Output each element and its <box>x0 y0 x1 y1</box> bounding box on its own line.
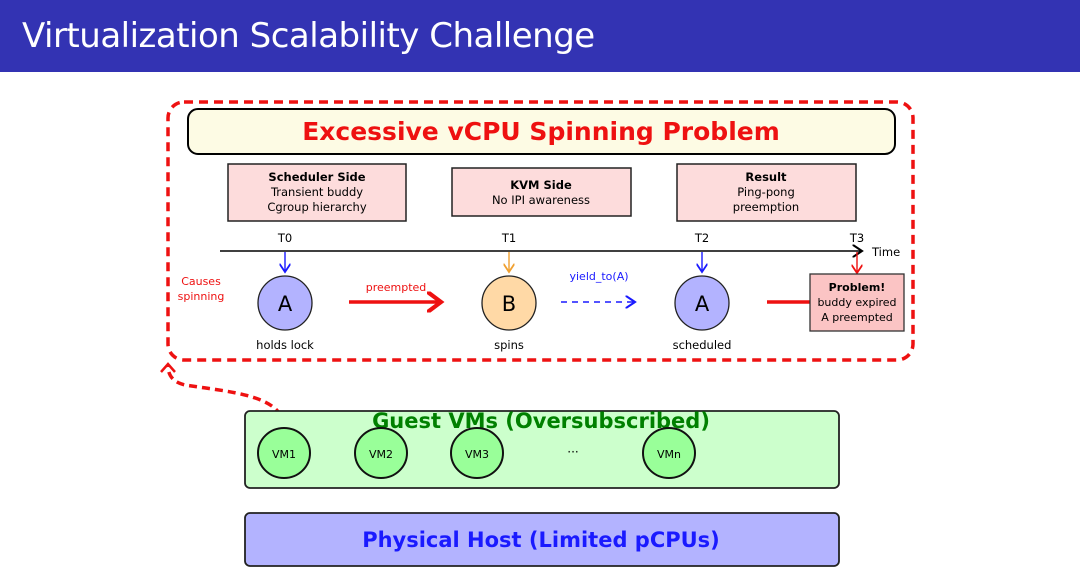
svg-text:Scheduler Side: Scheduler Side <box>268 170 365 184</box>
vm-node: VM2 <box>354 427 408 479</box>
info-box-scheduler: Scheduler Side Transient buddy Cgroup hi… <box>227 163 407 222</box>
svg-text:VM2: VM2 <box>369 448 393 461</box>
svg-text:A: A <box>695 292 710 316</box>
svg-text:buddy expired: buddy expired <box>817 296 896 309</box>
node-a-scheduled: A scheduled <box>673 275 732 352</box>
info-box-kvm: KVM Side No IPI awareness <box>451 167 632 217</box>
svg-text:KVM Side: KVM Side <box>510 178 572 192</box>
node-b-spins: B spins <box>481 275 537 352</box>
svg-text:spins: spins <box>494 338 524 352</box>
svg-text:B: B <box>502 292 516 316</box>
svg-text:Result: Result <box>745 170 787 184</box>
yield-label: yield_to(A) <box>569 270 628 283</box>
problem-result-box: Problem! buddy expired A preempted <box>809 273 905 332</box>
preempted-label: preempted <box>366 281 427 294</box>
svg-text:Cgroup hierarchy: Cgroup hierarchy <box>267 200 367 214</box>
tick-t0: T0 <box>277 231 292 245</box>
svg-text:Problem!: Problem! <box>829 281 886 294</box>
tick-t3: T3 <box>849 231 864 245</box>
problem-title: Excessive vCPU Spinning Problem <box>302 117 780 146</box>
problem-title-box <box>187 108 896 155</box>
svg-text:A: A <box>278 292 293 316</box>
svg-text:preemption: preemption <box>733 200 799 214</box>
svg-text:VMn: VMn <box>657 448 681 461</box>
side-note-line2: spinning <box>178 290 225 303</box>
svg-text:VM1: VM1 <box>272 448 296 461</box>
guest-vms-title: Guest VMs (Oversubscribed) <box>372 409 710 433</box>
vm-node: VM3 <box>450 427 504 479</box>
tick-t1: T1 <box>501 231 516 245</box>
svg-text:Ping-pong: Ping-pong <box>737 185 795 199</box>
vm-node: VM1 <box>257 427 311 479</box>
info-box-result: Result Ping-pong preemption <box>676 163 857 222</box>
slide-title: Virtualization Scalability Challenge <box>22 16 595 56</box>
physical-host-title: Physical Host (Limited pCPUs) <box>362 528 720 552</box>
arrowhead-icon <box>160 362 176 373</box>
vm1-to-problem-arrow <box>166 365 286 429</box>
svg-text:holds lock: holds lock <box>256 338 314 352</box>
timeline-label: Time <box>871 245 900 259</box>
slide-header: Virtualization Scalability Challenge <box>0 0 1080 72</box>
tick-t2: T2 <box>694 231 709 245</box>
svg-text:VM3: VM3 <box>465 448 489 461</box>
physical-host-box <box>244 512 840 567</box>
vm-node: VMn <box>642 427 696 479</box>
svg-text:A preempted: A preempted <box>821 311 893 324</box>
svg-text:No IPI awareness: No IPI awareness <box>492 193 590 207</box>
vm-ellipsis: ··· <box>567 445 578 459</box>
svg-text:Transient buddy: Transient buddy <box>270 185 363 199</box>
node-a-holds-lock: A holds lock <box>256 275 314 352</box>
side-note-line1: Causes <box>181 275 221 288</box>
svg-text:scheduled: scheduled <box>673 338 732 352</box>
